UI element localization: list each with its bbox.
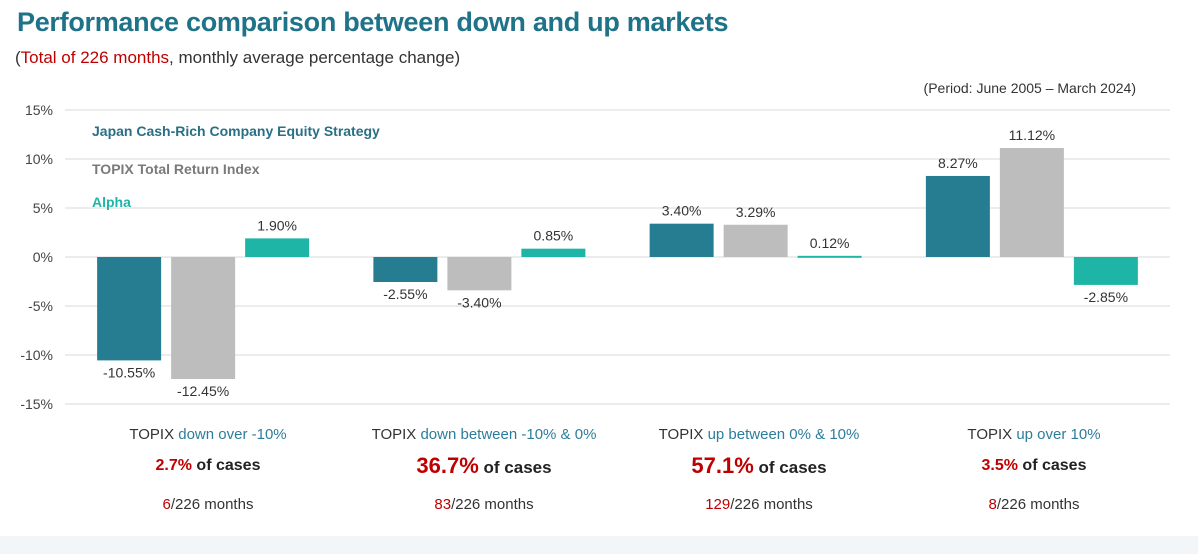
period-label: (Period: June 2005 – March 2024) xyxy=(923,80,1136,96)
months-count-rest-1: /226 months xyxy=(170,496,254,513)
bar xyxy=(797,255,862,258)
bar-data-label: 3.29% xyxy=(736,204,776,220)
bar-data-label: -2.55% xyxy=(383,286,427,302)
bar-data-label: 8.27% xyxy=(938,155,978,171)
bar-data-label: 11.12% xyxy=(1009,127,1055,143)
category-desc-1: down over -10% xyxy=(178,426,287,443)
bar-data-label: 0.12% xyxy=(810,235,850,251)
subtitle-highlight: Total of 226 months xyxy=(20,48,170,67)
months-count-rest-2: /226 months xyxy=(451,496,534,513)
cases-share-4: 3.5% of cases xyxy=(894,457,1174,475)
months-count-num-4: 8 xyxy=(988,496,997,513)
subtitle-open: ( xyxy=(15,48,21,67)
cases-share-1: 2.7% of cases xyxy=(68,457,348,475)
bar xyxy=(171,257,236,380)
bar xyxy=(999,148,1064,257)
cases-share-value-1: 2.7% xyxy=(155,457,192,474)
cases-share-suffix-3: of cases xyxy=(753,458,827,477)
bar-chart: 15% 10% 5% 0% -5% -10% -15% -10.55% -12.45% 1.90%… xyxy=(20,102,1170,412)
bar-data-label: 3.40% xyxy=(662,203,702,219)
months-count-2: 83/226 months xyxy=(344,496,624,513)
legend-entry: TOPIX Total Return Index xyxy=(92,161,260,177)
bar-data-label: -10.55% xyxy=(103,364,155,380)
category-label-1: TOPIX down over -10% xyxy=(68,426,348,443)
legend-entry: Alpha xyxy=(92,194,131,210)
bar xyxy=(521,248,586,257)
bar xyxy=(97,257,162,361)
cases-share-3: 57.1% of cases xyxy=(619,453,899,479)
category-label-3: TOPIX up between 0% & 10% xyxy=(619,426,899,443)
y-tick-label: 10% xyxy=(25,151,53,167)
category-prefix-3: TOPIX xyxy=(658,426,708,443)
bar xyxy=(723,224,788,257)
bar-data-label: -12.45% xyxy=(177,383,229,399)
months-count-4: 8/226 months xyxy=(894,496,1174,513)
chart-subtitle: (Total of 226 months, monthly average pe… xyxy=(15,48,460,68)
y-tick-label: -15% xyxy=(20,396,53,412)
category-desc-2: down between -10% & 0% xyxy=(420,426,597,443)
months-count-1: 6/226 months xyxy=(68,496,348,513)
cases-share-value-2: 36.7% xyxy=(416,453,479,478)
bar-data-label: 0.85% xyxy=(534,228,574,244)
cases-share-2: 36.7% of cases xyxy=(344,453,624,479)
months-count-num-3: 129 xyxy=(705,496,731,513)
bar-data-label: 1.90% xyxy=(257,217,297,233)
months-count-num-1: 6 xyxy=(162,496,171,513)
months-count-rest-4: /226 months xyxy=(996,496,1080,513)
cases-share-suffix-2: of cases xyxy=(478,458,552,477)
bar xyxy=(925,175,990,257)
category-prefix-2: TOPIX xyxy=(371,426,421,443)
category-prefix-1: TOPIX xyxy=(129,426,179,443)
cases-share-value-3: 57.1% xyxy=(691,453,754,478)
bar-data-label: -3.40% xyxy=(457,294,501,310)
category-desc-3: up between 0% & 10% xyxy=(707,426,860,443)
legend-entry: Japan Cash-Rich Company Equity Strategy xyxy=(92,123,380,139)
y-tick-label: 15% xyxy=(25,102,53,118)
footer-band xyxy=(0,536,1198,554)
bar xyxy=(1073,257,1138,285)
bar xyxy=(245,238,310,257)
cases-share-suffix-4: of cases xyxy=(1017,457,1087,474)
months-count-rest-3: /226 months xyxy=(730,496,813,513)
bar xyxy=(447,257,512,291)
category-label-2: TOPIX down between -10% & 0% xyxy=(344,426,624,443)
subtitle-rest: , monthly average percentage change) xyxy=(169,48,461,67)
months-count-num-2: 83 xyxy=(434,496,452,513)
y-tick-label: -10% xyxy=(20,347,53,363)
months-count-3: 129/226 months xyxy=(619,496,899,513)
category-label-4: TOPIX up over 10% xyxy=(894,426,1174,443)
y-tick-label: 5% xyxy=(33,200,53,216)
y-tick-label: 0% xyxy=(33,249,53,265)
chart-title: Performance comparison between down and … xyxy=(17,7,729,37)
category-desc-4: up over 10% xyxy=(1016,426,1101,443)
cases-share-value-4: 3.5% xyxy=(981,457,1018,474)
bar-data-label: -2.85% xyxy=(1084,289,1128,305)
bar xyxy=(373,257,438,282)
y-tick-label: -5% xyxy=(28,298,53,314)
category-prefix-4: TOPIX xyxy=(967,426,1017,443)
bar xyxy=(649,223,714,257)
cases-share-suffix-1: of cases xyxy=(191,457,261,474)
